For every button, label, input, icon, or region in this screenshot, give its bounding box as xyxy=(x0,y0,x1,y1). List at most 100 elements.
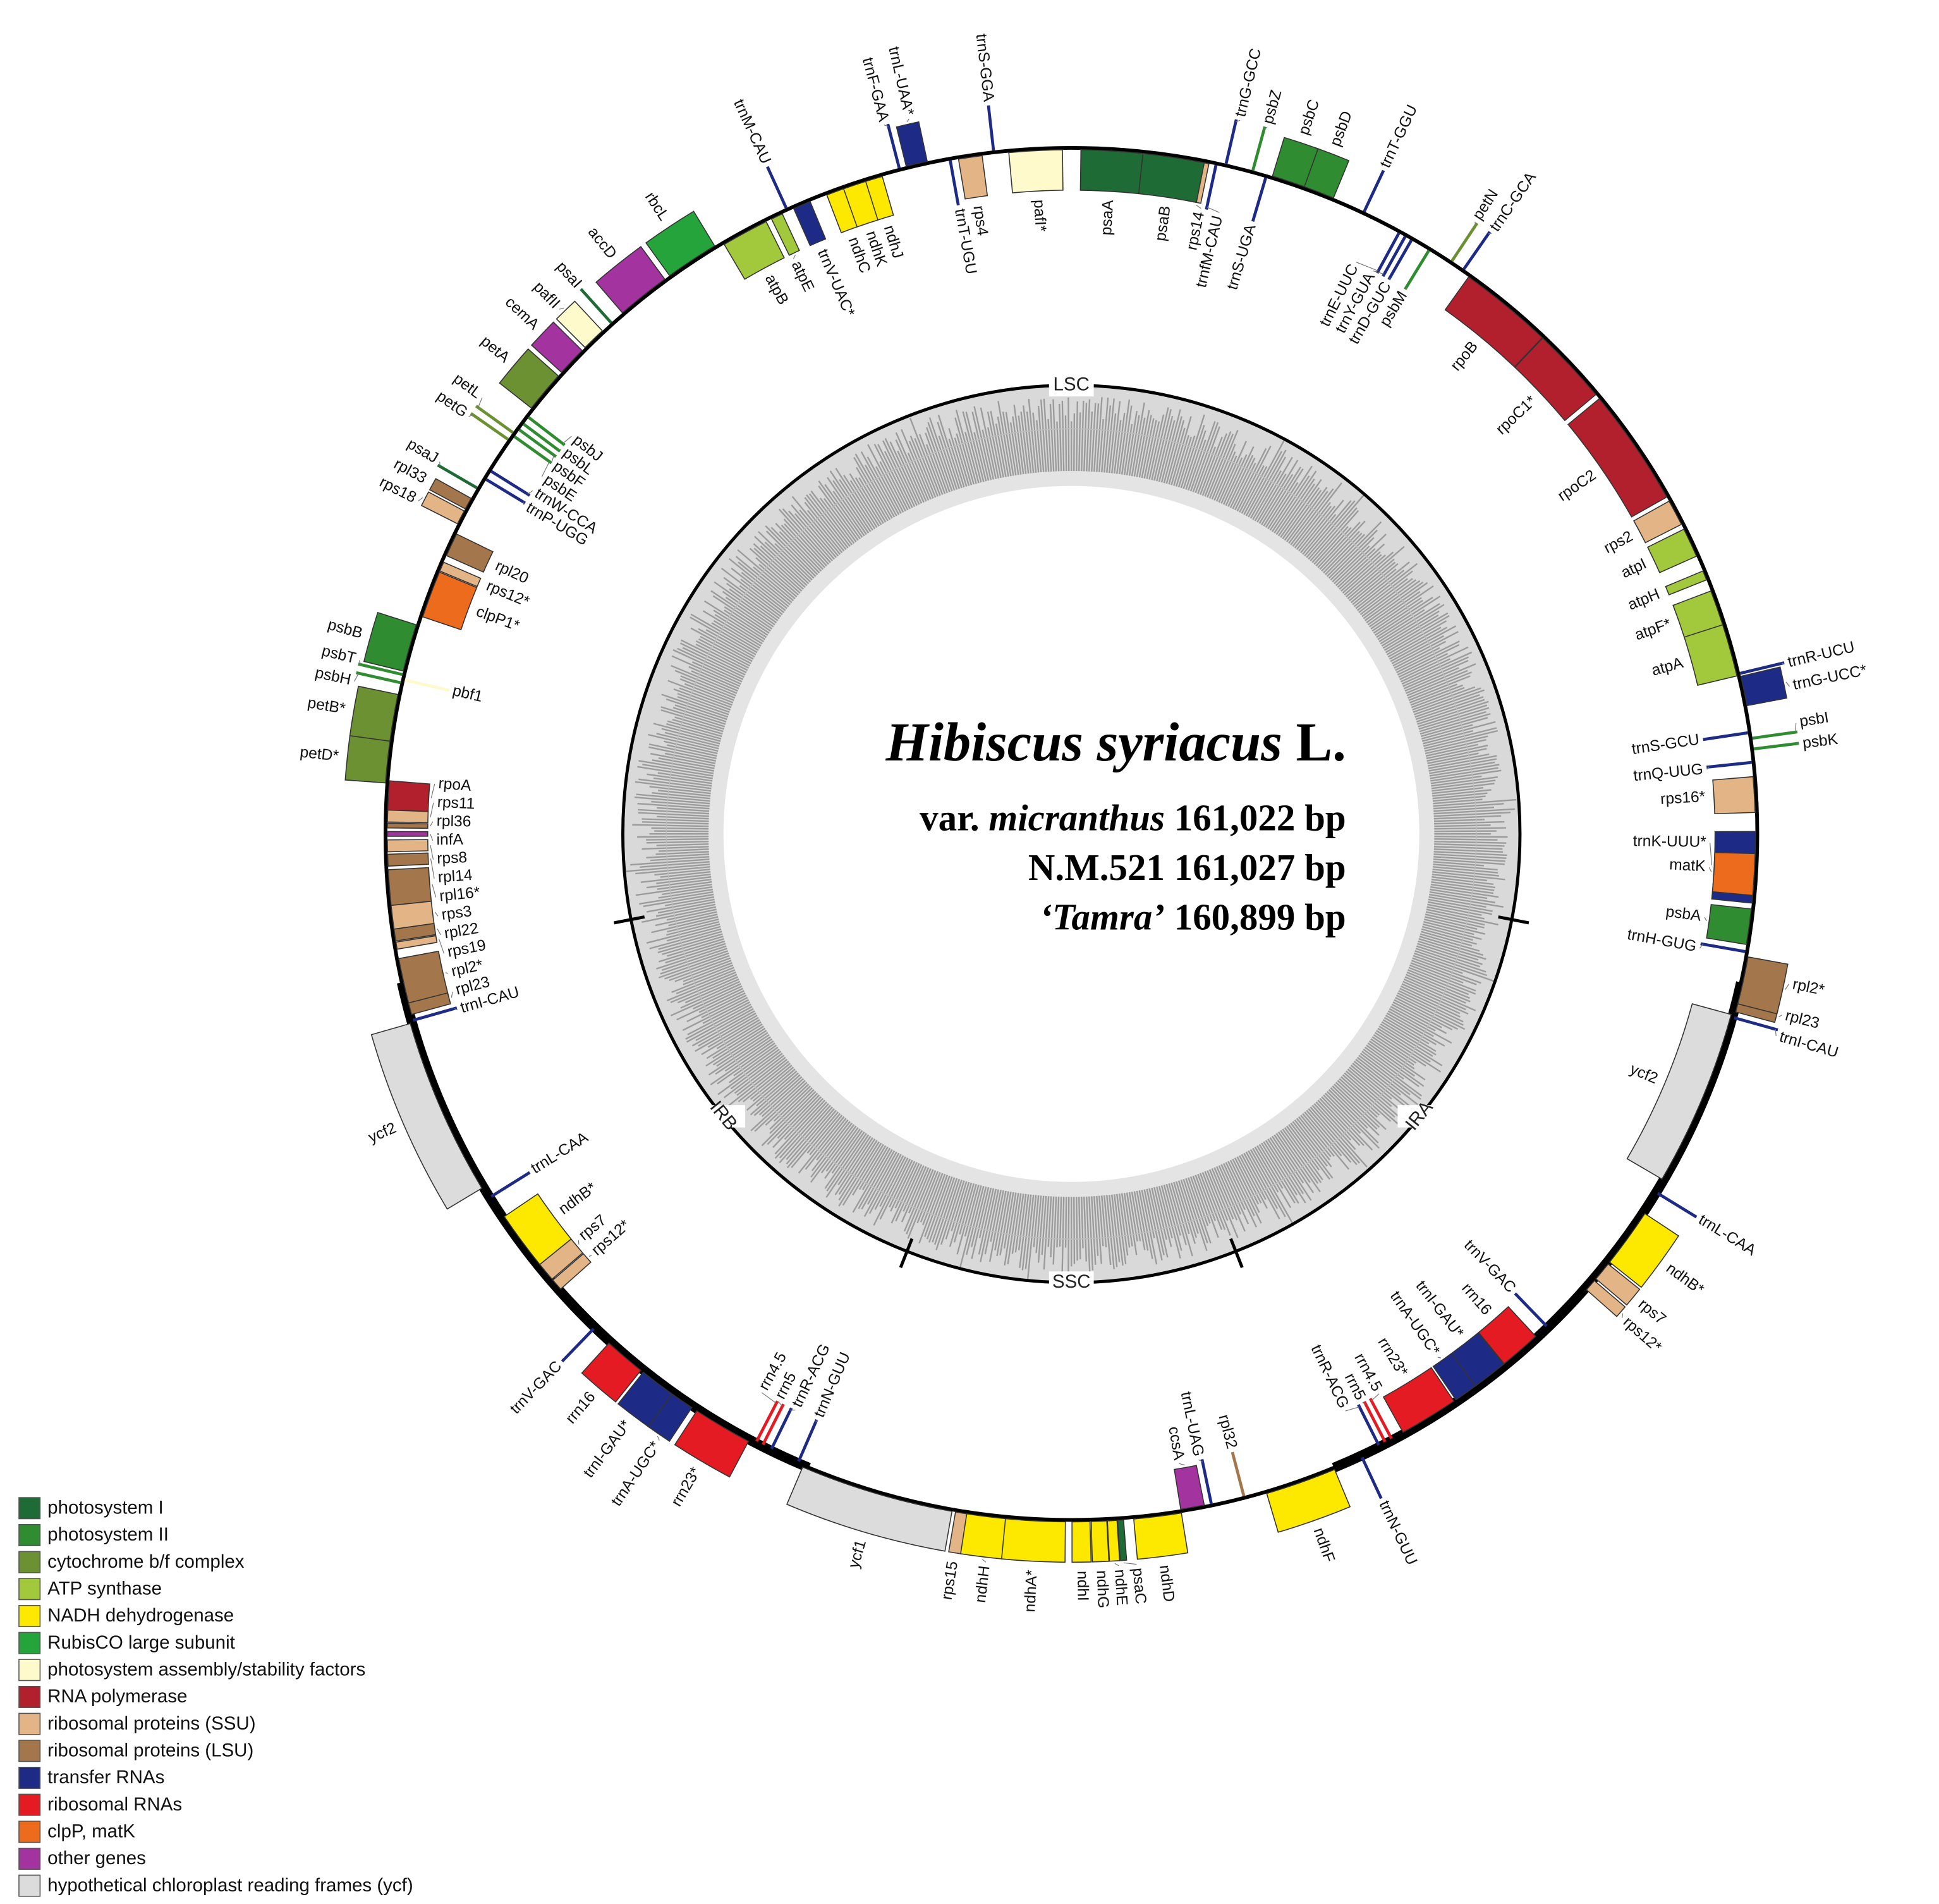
gc-bar xyxy=(1271,475,1310,532)
gc-bar xyxy=(765,530,815,579)
gene-block xyxy=(786,1466,953,1552)
gene-label: pafII xyxy=(530,278,564,312)
gc-bar xyxy=(1002,412,1014,476)
gc-bar xyxy=(769,1089,815,1134)
gc-bar xyxy=(1425,743,1478,757)
gc-bar xyxy=(1056,421,1060,472)
gc-bar xyxy=(736,1056,786,1096)
gc-bar xyxy=(641,906,717,923)
gc-bar xyxy=(873,444,909,511)
gc-bar xyxy=(765,525,817,577)
gene-line xyxy=(1363,169,1385,212)
gene-block xyxy=(1117,1519,1128,1561)
gc-bar xyxy=(1232,1158,1260,1213)
gc-bar xyxy=(670,973,738,1003)
gene-line xyxy=(766,166,788,209)
legend-label: ribosomal proteins (SSU) xyxy=(47,1713,255,1734)
gc-bar xyxy=(1416,699,1485,723)
leader-line xyxy=(1437,1357,1442,1358)
gc-bar xyxy=(761,1078,805,1118)
gene-block xyxy=(1478,1305,1537,1365)
gc-bar xyxy=(920,1172,941,1223)
gene-line xyxy=(1752,730,1798,740)
gc-bar xyxy=(1192,422,1219,492)
gc-bar xyxy=(1059,403,1062,472)
gene-label: trnT-GGU xyxy=(1377,102,1421,171)
gene-block xyxy=(1712,776,1756,815)
legend-swatch xyxy=(18,1740,41,1762)
gc-bar xyxy=(1188,439,1207,491)
gene-block xyxy=(387,809,429,824)
gc-bar xyxy=(662,936,724,955)
gc-bar xyxy=(676,987,744,1021)
leader-line xyxy=(550,455,555,463)
gc-bar xyxy=(1355,1058,1401,1096)
gc-bar xyxy=(1358,570,1413,613)
gc-bar xyxy=(1234,1157,1260,1205)
gc-bar xyxy=(824,497,857,542)
gene-label: rps8 xyxy=(437,849,468,867)
gene-label: ycf1 xyxy=(845,1538,870,1570)
legend-label: ATP synthase xyxy=(47,1578,162,1599)
leader-line xyxy=(430,845,434,860)
gc-bar xyxy=(733,1044,777,1077)
ir-band xyxy=(1332,981,1746,1473)
gc-bar xyxy=(829,470,872,532)
gc-bar xyxy=(654,830,709,833)
gene-block xyxy=(1450,1332,1505,1387)
gc-bar xyxy=(691,661,741,685)
gc-bar xyxy=(1425,911,1485,926)
gc-bar xyxy=(1265,468,1304,528)
leader-line xyxy=(884,125,889,127)
leader-line xyxy=(1794,723,1797,733)
gc-bar xyxy=(953,1182,973,1243)
gc-bar xyxy=(954,437,970,486)
gc-bar xyxy=(1425,913,1485,929)
gc-bar xyxy=(661,693,729,718)
gc-bar xyxy=(1218,1165,1242,1215)
gc-bar xyxy=(1402,980,1466,1011)
legend-swatch xyxy=(18,1847,41,1870)
gc-bar xyxy=(1061,401,1065,472)
gc-bar xyxy=(1236,1156,1262,1204)
leader-line xyxy=(657,1436,660,1441)
gc-bar xyxy=(656,733,719,750)
gc-bar xyxy=(842,1142,882,1206)
gene-label: rpl2* xyxy=(1791,975,1826,999)
gc-bar xyxy=(1433,815,1502,820)
gc-bar xyxy=(724,609,767,638)
gene-block xyxy=(398,950,449,1006)
gc-bar xyxy=(741,571,788,609)
gc-bar xyxy=(1236,445,1272,512)
gc-bar xyxy=(1400,658,1451,683)
gene-line xyxy=(1382,236,1407,278)
size-line: N.M.521 161,027 bp xyxy=(1028,846,1346,888)
gc-bar xyxy=(1003,1192,1014,1249)
gc-bar xyxy=(1411,687,1465,709)
gc-bar xyxy=(1160,409,1181,483)
gc-bar xyxy=(956,433,973,485)
gc-bar xyxy=(1342,1074,1400,1126)
gc-bar xyxy=(1429,893,1504,908)
leader-line xyxy=(1263,126,1268,130)
gc-bar xyxy=(1047,418,1052,472)
gc-bar xyxy=(1225,1162,1257,1228)
gc-bar xyxy=(1286,1125,1320,1171)
gc-bar xyxy=(695,1015,758,1053)
size-line: ‘Tamra’ 160,899 bp xyxy=(1040,896,1346,938)
legend-label: other genes xyxy=(47,1848,146,1869)
leader-line xyxy=(451,991,453,998)
gc-bar xyxy=(1288,1124,1330,1180)
gene-label: trnG-GCC xyxy=(1232,47,1265,119)
region-label-bg xyxy=(700,1105,746,1128)
gc-bar xyxy=(1425,738,1486,755)
gc-bar xyxy=(1361,1051,1423,1097)
gc-bar xyxy=(1093,1196,1099,1256)
gc-bar xyxy=(656,843,709,846)
gc-bar xyxy=(753,566,794,602)
gc-bar xyxy=(959,1183,975,1235)
gc-bar xyxy=(1397,992,1464,1026)
gc-bar xyxy=(1434,836,1508,838)
gene-line xyxy=(1224,119,1238,164)
gc-bar xyxy=(764,541,810,585)
